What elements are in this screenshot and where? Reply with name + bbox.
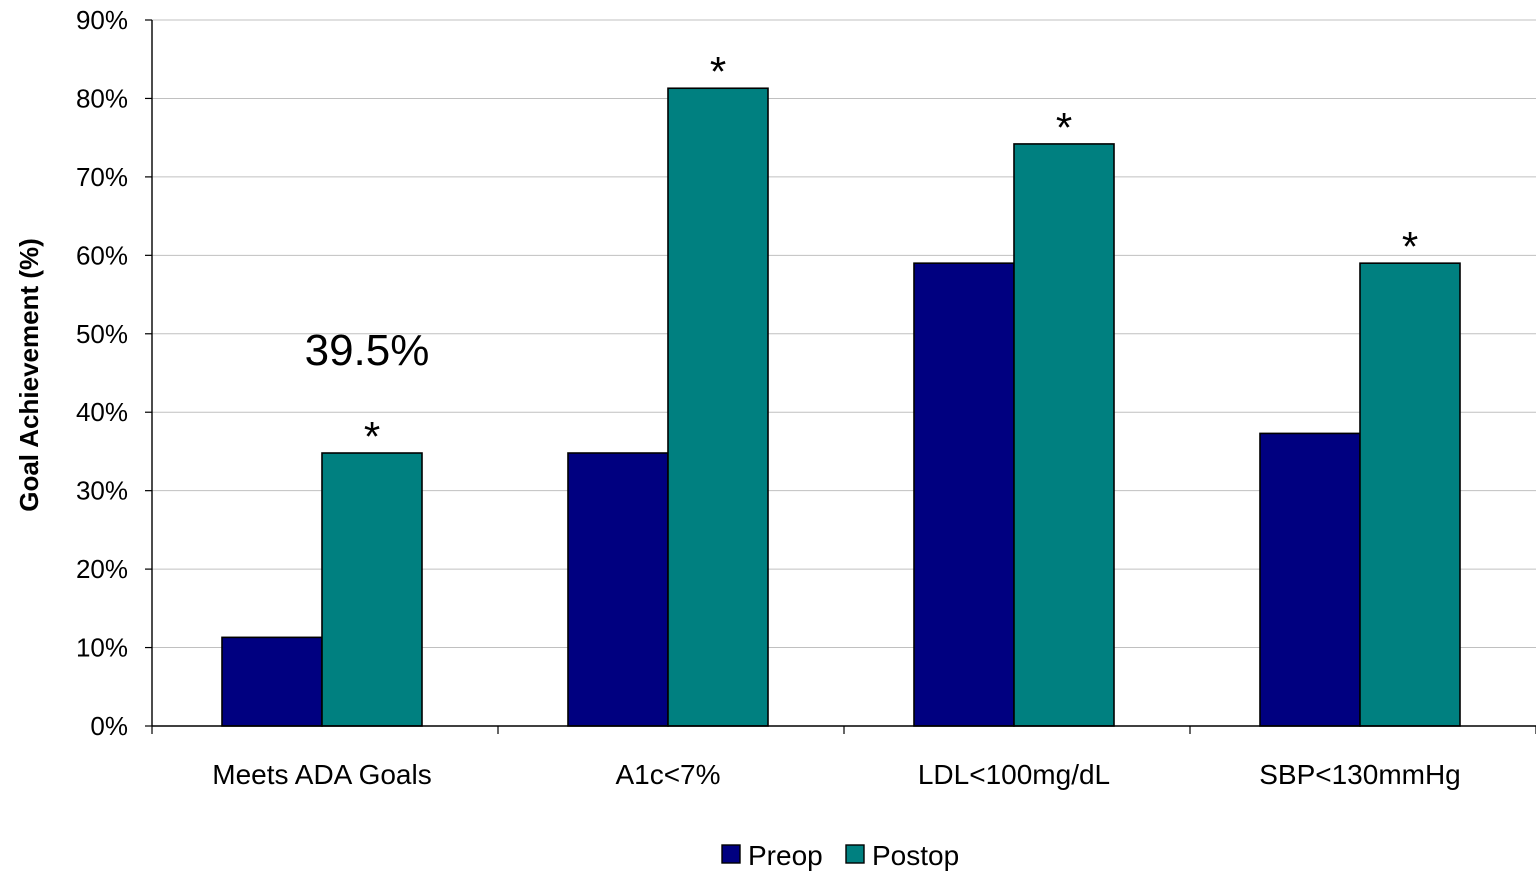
- significance-markers: * * * *: [364, 48, 1418, 460]
- bar-preop: [221, 636, 323, 727]
- axes: [151, 20, 1536, 734]
- y-tick-label: 80%: [76, 83, 128, 113]
- bar-preop: [1259, 432, 1361, 727]
- bar-postop: [1359, 262, 1461, 727]
- y-tick-label: 0%: [90, 711, 128, 741]
- significance-marker: *: [710, 48, 726, 95]
- significance-marker: *: [1056, 104, 1072, 151]
- y-tick-label: 20%: [76, 554, 128, 584]
- y-axis-ticks: 0% 10% 20% 30% 40% 50% 60% 70% 80% 90%: [76, 5, 152, 741]
- bar-preop: [567, 452, 669, 727]
- annotations: 39.5%: [305, 326, 430, 375]
- bar-postop: [667, 87, 769, 727]
- legend-label-postop: Postop: [872, 840, 959, 871]
- bar-postop: [1013, 143, 1115, 727]
- legend-swatch-postop: [845, 844, 865, 864]
- category-label: SBP<130mmHg: [1259, 759, 1461, 790]
- y-tick-label: 30%: [76, 476, 128, 506]
- significance-marker: *: [1402, 223, 1418, 270]
- significance-marker: *: [364, 413, 380, 460]
- legend: Preop Postop: [721, 840, 959, 871]
- category-label: LDL<100mg/dL: [918, 759, 1110, 790]
- legend-swatch-preop: [721, 844, 741, 864]
- category-label: Meets ADA Goals: [212, 759, 431, 790]
- category-labels: Meets ADA Goals A1c<7% LDL<100mg/dL SBP<130…: [212, 759, 1460, 790]
- annotation-label: 39.5%: [305, 326, 430, 375]
- y-tick-label: 50%: [76, 319, 128, 349]
- bar-preop: [913, 262, 1015, 727]
- y-tick-label: 90%: [76, 5, 128, 35]
- y-axis-label: Goal Achievement (%): [14, 238, 44, 512]
- bar-postop: [321, 452, 423, 727]
- y-tick-label: 10%: [76, 633, 128, 663]
- y-tick-label: 40%: [76, 397, 128, 427]
- y-tick-label: 70%: [76, 162, 128, 192]
- legend-label-preop: Preop: [748, 840, 823, 871]
- category-label: A1c<7%: [615, 759, 720, 790]
- y-tick-label: 60%: [76, 240, 128, 270]
- bars: [221, 87, 1461, 727]
